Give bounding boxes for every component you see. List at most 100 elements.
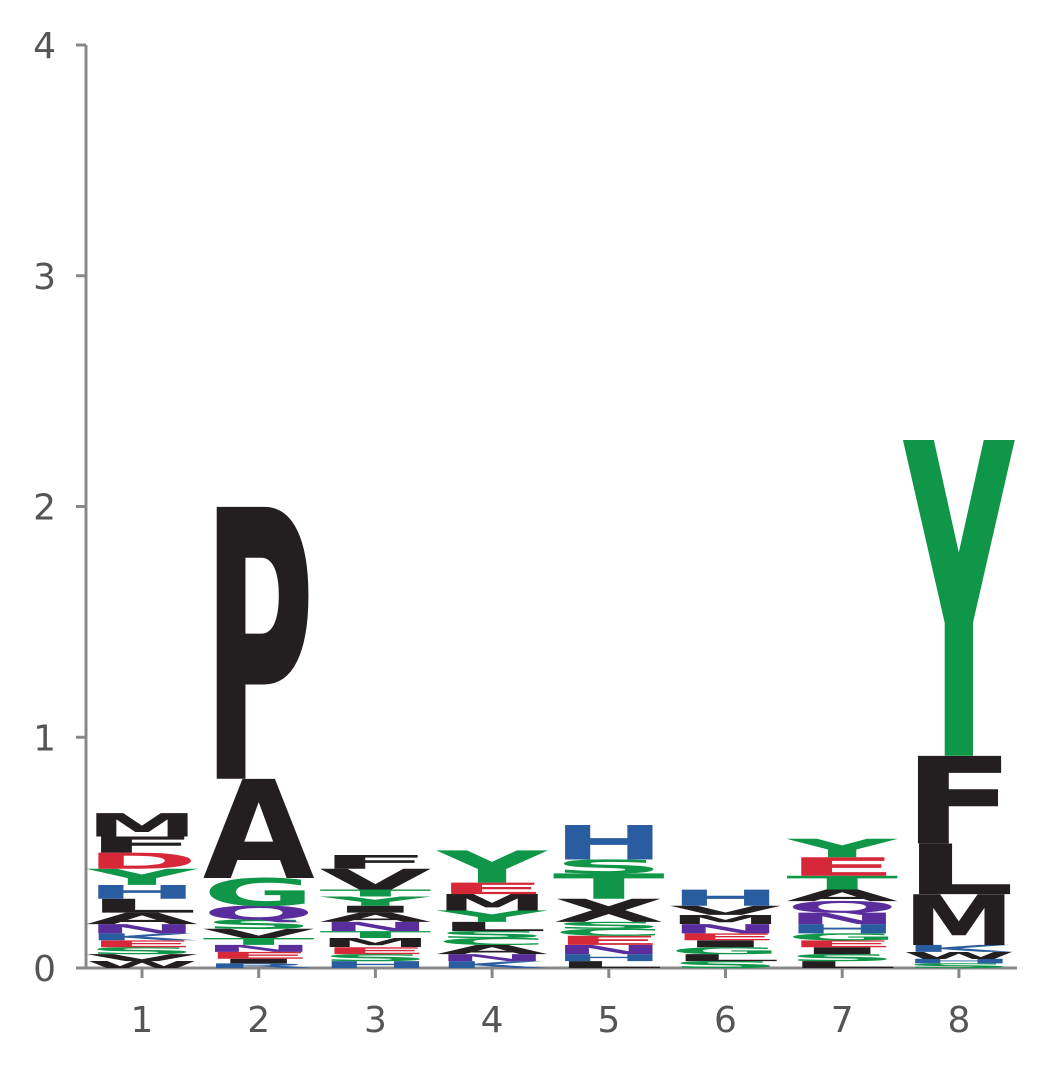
logo-letter-M: M bbox=[670, 912, 782, 927]
y-tick-label: 1 bbox=[33, 718, 56, 759]
logo-letter-S: S bbox=[86, 945, 198, 956]
logo-letter-C: C bbox=[553, 927, 665, 938]
logo-letter-L: L bbox=[786, 959, 898, 970]
logo-letter-N: N bbox=[203, 943, 315, 954]
logo-letter-L: L bbox=[436, 919, 548, 934]
logo-letter-S: S bbox=[203, 917, 315, 932]
logo-letter-H: H bbox=[786, 922, 898, 937]
logo-letter-M: M bbox=[903, 881, 1015, 962]
x-tick-label: 2 bbox=[247, 1000, 270, 1041]
logo-letter-N: N bbox=[86, 922, 198, 937]
logo-letter-D: D bbox=[86, 848, 198, 874]
x-tick-label: 5 bbox=[597, 1000, 620, 1041]
logo-letter-G: G bbox=[670, 945, 782, 956]
logo-letter-E: E bbox=[786, 938, 898, 949]
logo-letter-E: E bbox=[86, 938, 198, 949]
logo-letter-R: R bbox=[203, 962, 315, 969]
logo-letter-L: L bbox=[670, 952, 782, 963]
logo-letter-V: V bbox=[86, 952, 198, 963]
logo-letter-H: H bbox=[319, 959, 431, 970]
logo-letter-P: P bbox=[203, 433, 315, 867]
logo-letter-S: S bbox=[786, 952, 898, 963]
logo-letter-A: A bbox=[86, 910, 198, 928]
logo-letter-S: S bbox=[903, 962, 1015, 969]
x-axis: 1 2 3 4 5 6 7 8 bbox=[86, 966, 1017, 1041]
logo-letter-T: T bbox=[319, 929, 431, 940]
logo-letter-A: A bbox=[436, 943, 548, 958]
x-tick-label: 7 bbox=[831, 1000, 854, 1041]
logo-letter-C: C bbox=[436, 936, 548, 947]
logo-letter-S: S bbox=[319, 952, 431, 963]
logo-letter-W: W bbox=[903, 950, 1015, 961]
logo-letter-N: N bbox=[670, 922, 782, 937]
logo-letter-I: I bbox=[203, 958, 315, 965]
logo-letter-L: L bbox=[553, 959, 665, 970]
logo-letter-G: G bbox=[786, 931, 898, 942]
y-tick-label: 2 bbox=[33, 488, 56, 529]
logo-letter-E: E bbox=[670, 932, 782, 943]
x-tick-label: 3 bbox=[364, 1000, 387, 1041]
logo-letter-M: M bbox=[86, 807, 198, 844]
logo-letter-K: K bbox=[86, 932, 197, 943]
logo-letter-F: F bbox=[319, 851, 431, 873]
logo-letter-E: E bbox=[436, 880, 548, 898]
logo-letter-K: K bbox=[903, 943, 1014, 954]
logo-letter-T: T bbox=[319, 888, 431, 899]
logo-letter-S: S bbox=[553, 920, 665, 931]
logo-letter-T: T bbox=[203, 936, 315, 947]
logo-letter-L: L bbox=[903, 830, 1015, 911]
x-tick-label: 1 bbox=[131, 1000, 154, 1041]
logo-letter-I: I bbox=[670, 938, 782, 949]
logo-letter-K: K bbox=[436, 959, 547, 970]
logo-letter-I: I bbox=[786, 945, 898, 956]
logo-letter-Y: Y bbox=[902, 355, 1015, 859]
logo-letter-V: V bbox=[203, 926, 315, 941]
logo-letter-V: V bbox=[319, 863, 431, 896]
logo-letter-M: M bbox=[319, 936, 431, 951]
logo-letter-E: E bbox=[786, 852, 898, 882]
x-tick-label: 8 bbox=[947, 1000, 970, 1041]
logo-letter-W: W bbox=[86, 959, 198, 970]
logo-letter-Q: Q bbox=[203, 902, 315, 924]
logo-letter-V: V bbox=[670, 903, 782, 918]
logo-letter-F: F bbox=[86, 832, 198, 858]
logo-letter-A: A bbox=[319, 910, 431, 925]
y-tick-label: 0 bbox=[33, 949, 56, 990]
logo-letter-L: L bbox=[86, 895, 198, 917]
logo-letter-E: E bbox=[319, 945, 431, 956]
logo-letter-I: I bbox=[319, 904, 431, 915]
logo-letter-N: N bbox=[786, 910, 898, 928]
logo-letter-H: H bbox=[903, 958, 1015, 965]
letter-stacks: WVSEKNALHYDFMRIENTVSQGAPHSEMTNAIYTVFKNAC… bbox=[85, 355, 1015, 970]
logo-letter-A: A bbox=[203, 753, 315, 911]
logo-letter-S: S bbox=[670, 959, 782, 970]
logo-letter-Q: Q bbox=[786, 898, 898, 916]
logo-letter-H: H bbox=[553, 816, 665, 871]
logo-letter-N: N bbox=[436, 952, 548, 963]
logo-letter-Y: Y bbox=[85, 865, 198, 891]
logo-letter-S: S bbox=[436, 929, 548, 940]
logo-letter-T: T bbox=[786, 872, 898, 894]
logo-letter-H: H bbox=[553, 952, 665, 963]
y-tick-label: 3 bbox=[33, 257, 56, 298]
logo-letter-X: X bbox=[553, 892, 665, 929]
logo-letter-H: H bbox=[86, 881, 198, 903]
logo-letter-E: E bbox=[553, 933, 665, 948]
logo-letter-S: S bbox=[553, 856, 665, 878]
logo-letter-Y: Y bbox=[435, 907, 549, 925]
y-tick-label: 4 bbox=[33, 26, 56, 67]
logo-letter-E: E bbox=[203, 950, 315, 961]
logo-letter-Y: Y bbox=[785, 834, 899, 863]
logo-letter-A: A bbox=[786, 886, 898, 904]
x-tick-label: 6 bbox=[714, 1000, 737, 1041]
y-axis: 0 1 2 3 4 bbox=[33, 26, 88, 990]
